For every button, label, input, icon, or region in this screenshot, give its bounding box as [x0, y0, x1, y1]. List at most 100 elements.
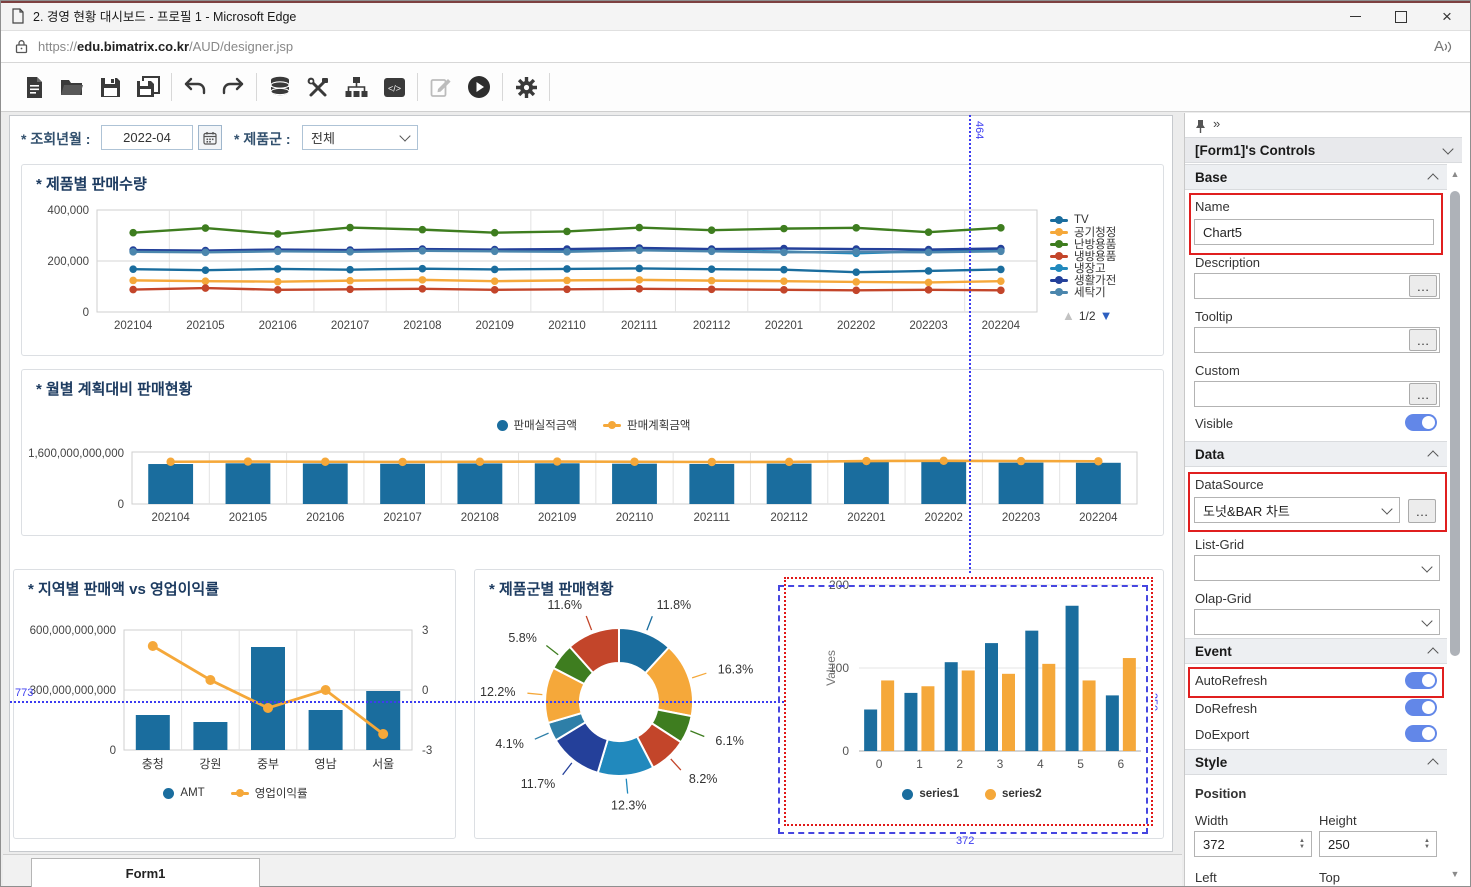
date-filter-label: * 조회년월 : [21, 131, 91, 147]
minimize-button[interactable] [1332, 2, 1378, 31]
legend-label: 판매계획금액 [627, 420, 691, 432]
svg-text:300,000,000,000: 300,000,000,000 [30, 685, 116, 697]
calendar-button[interactable] [198, 125, 222, 150]
dorefresh-toggle[interactable] [1405, 699, 1437, 716]
custom-ellipsis-button[interactable]: … [1409, 383, 1437, 405]
section-event[interactable]: Event [1185, 638, 1447, 664]
stepper-arrows-icon[interactable]: ▲ ▼ [1299, 837, 1305, 850]
svg-text:6: 6 [1118, 757, 1125, 771]
legend-label: 냉방용품 [1074, 251, 1117, 263]
svg-text:0: 0 [83, 307, 89, 319]
settings-icon[interactable] [507, 69, 545, 105]
legend-item: 냉장고 [1050, 263, 1116, 275]
scroll-up-icon[interactable]: ▲ [1450, 169, 1460, 179]
address-bar[interactable]: https://edu.bimatrix.co.kr/AUD/designer.… [1, 31, 1470, 63]
svg-text:8.2%: 8.2% [689, 772, 718, 786]
toolbar-separator [549, 73, 550, 101]
chevron-down-icon [1381, 502, 1393, 515]
description-input[interactable] [1194, 273, 1440, 299]
section-data[interactable]: Data [1185, 441, 1447, 467]
svg-text:202110: 202110 [548, 320, 586, 332]
undo-icon[interactable] [176, 69, 214, 105]
legend-item: 영업이익률 [230, 788, 308, 800]
section-title: Style [1195, 754, 1228, 770]
scrollbar-thumb[interactable] [1450, 191, 1460, 656]
product-sales-line-chart-panel: * 제품별 판매수량 400,000 200,000 0 202104 202105 20… [21, 164, 1164, 356]
description-ellipsis-button[interactable]: … [1409, 275, 1437, 297]
datasource-value: 도넛&BAR 차트 [1203, 503, 1290, 519]
section-style[interactable]: Style [1185, 749, 1447, 775]
title-bar: 2. 경영 현황 대시보드 - 프로필 1 - Microsoft Edge × [1, 1, 1470, 31]
tab-form1[interactable]: Form1 [31, 858, 260, 887]
edit-icon[interactable] [422, 69, 460, 105]
visible-toggle[interactable] [1405, 414, 1437, 431]
tooltip-ellipsis-button[interactable]: … [1409, 329, 1437, 351]
legend-marker-icon [496, 419, 508, 431]
panel-scrollbar[interactable]: ▲ ▼ [1449, 167, 1461, 883]
selection-size-guide [778, 585, 1148, 834]
svg-text:202203: 202203 [1002, 512, 1040, 524]
svg-text:100: 100 [829, 661, 849, 675]
new-file-icon[interactable] [15, 69, 53, 105]
legend-item: AMT [163, 787, 205, 799]
legend-item: TV [1050, 214, 1116, 226]
panel-header[interactable]: [Form1]'s Controls [1185, 137, 1462, 163]
save-icon[interactable] [91, 69, 129, 105]
chart5-bar-chart-block[interactable]: 200 100 0 0 1 2 3 4 5 6 Values series1 series2 [789, 575, 1155, 827]
legend-page-up-icon[interactable]: ▲ [1062, 308, 1075, 323]
date-input[interactable]: 2022-04 [101, 125, 193, 150]
height-stepper[interactable]: 250 ▲ ▼ [1319, 831, 1437, 857]
svg-text:202106: 202106 [259, 320, 297, 332]
svg-text:11.8%: 11.8% [657, 598, 692, 612]
product-select-value: 전체 [311, 131, 335, 146]
dorefresh-label: DoRefresh [1195, 701, 1258, 716]
custom-input[interactable] [1194, 381, 1440, 407]
script-editor-icon[interactable]: </> [375, 69, 413, 105]
autorefresh-toggle[interactable] [1405, 672, 1437, 689]
vertical-guide-label: 464 [973, 121, 985, 140]
read-aloud-icon[interactable]: A [1434, 38, 1454, 55]
width-stepper[interactable]: 372 ▲ ▼ [1194, 831, 1312, 857]
build-tools-icon[interactable] [299, 69, 337, 105]
datasource-select[interactable]: 도넛&BAR 차트 [1194, 497, 1400, 523]
tooltip-label: Tooltip [1195, 309, 1233, 324]
olapgrid-select[interactable] [1194, 609, 1440, 635]
svg-text:16.3%: 16.3% [718, 662, 753, 676]
open-folder-icon[interactable] [53, 69, 91, 105]
tooltip-input[interactable] [1194, 327, 1440, 353]
legend-page-down-icon[interactable]: ▼ [1099, 308, 1113, 323]
doexport-toggle[interactable] [1405, 725, 1437, 742]
listgrid-select[interactable] [1194, 555, 1440, 581]
datasource-ellipsis-button[interactable]: … [1408, 499, 1436, 523]
svg-text:11.6%: 11.6% [547, 598, 582, 612]
redo-icon[interactable] [214, 69, 252, 105]
legend-marker-icon [163, 787, 175, 799]
product-sales-line-chart: 400,000 200,000 0 202104 202105 202106 202107 2… [47, 205, 1038, 332]
collapse-panel-icon[interactable]: » [1213, 116, 1221, 131]
legend-item: 공기청정 [1050, 227, 1116, 239]
section-base[interactable]: Base [1185, 164, 1447, 190]
svg-text:3: 3 [422, 625, 428, 637]
scroll-down-icon[interactable]: ▼ [1450, 869, 1460, 879]
position-label: Position [1195, 786, 1247, 801]
run-icon[interactable] [460, 69, 498, 105]
svg-text:중부: 중부 [257, 757, 279, 771]
datasource-icon[interactable] [261, 69, 299, 105]
toolbar-separator [256, 73, 257, 101]
stepper-arrows-icon[interactable]: ▲ ▼ [1424, 837, 1430, 850]
svg-text:202112: 202112 [770, 512, 808, 524]
svg-text:0: 0 [110, 745, 116, 757]
selection-outline[interactable] [784, 577, 1153, 826]
legend-marker-icon [1050, 252, 1068, 260]
close-button[interactable]: × [1442, 6, 1452, 26]
hierarchy-icon[interactable] [337, 69, 375, 105]
save-all-icon[interactable] [129, 69, 167, 105]
product-select[interactable]: 전체 [302, 125, 418, 150]
name-input[interactable]: Chart5 [1194, 219, 1434, 245]
maximize-button[interactable] [1378, 2, 1424, 31]
chevron-down-icon [1421, 560, 1433, 573]
svg-text:202110: 202110 [616, 512, 654, 524]
region-sales-profit-chart-panel: * 지역별 판매액 vs 영업이익률 600,000,000,000 300,00… [13, 569, 456, 839]
pin-icon[interactable] [1194, 119, 1207, 134]
